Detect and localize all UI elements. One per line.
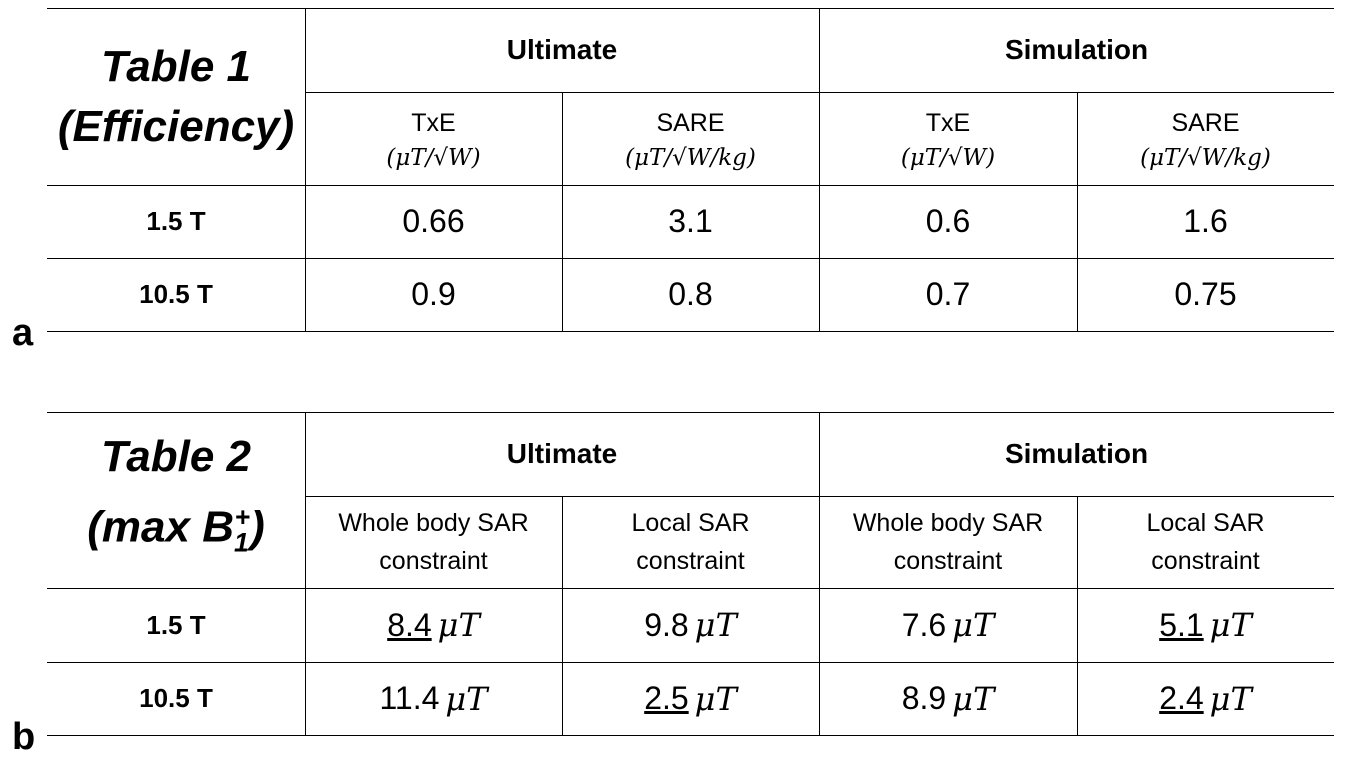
subheader-unit: (μT/√W/kg) (1140, 144, 1271, 171)
cell-number: 11.4 (379, 680, 440, 716)
subheader: Whole body SAR constraint (819, 496, 1077, 588)
table-title-line2: (max B1+) (87, 487, 264, 572)
cell-unit: μT (694, 606, 737, 644)
rule (562, 92, 563, 332)
subheader: Whole body SAR constraint (305, 496, 562, 588)
table-title-line2: (Efficiency) (57, 101, 295, 151)
table-cell: 0.9 (411, 276, 456, 312)
cell-unit: μT (1209, 679, 1252, 718)
table-cell: 0.6 (925, 203, 971, 239)
table-cell: 0.75 (1174, 276, 1237, 312)
table-2: Table 2 (max B1+) Ultimate Simulation Wh… (47, 412, 1334, 740)
table-cell: 3.1 (668, 203, 713, 239)
group-header-ultimate: Ultimate (506, 438, 618, 469)
group-header-simulation: Simulation (1004, 34, 1149, 65)
subheader-line1: Whole body SAR (338, 509, 529, 537)
rule (47, 8, 1334, 9)
cell-unit: μT (445, 679, 488, 718)
subheader: TxE (μT/√W) (819, 92, 1077, 185)
subheader-label: TxE (925, 108, 971, 137)
subheader: TxE (μT/√W) (305, 92, 562, 185)
rule (1077, 496, 1078, 736)
cell-unit: μT (1209, 606, 1252, 644)
rule (305, 8, 306, 332)
table-cell: 8.4 μT (305, 588, 562, 662)
subheader-line2: constraint (636, 547, 745, 575)
subheader-line1: Local SAR (631, 509, 750, 537)
subheader: Local SAR constraint (1077, 496, 1334, 588)
rule (305, 412, 306, 736)
subheader-unit: (μT/√W) (900, 144, 996, 171)
subheader-line2: constraint (893, 547, 1003, 575)
cell-number: 8.4 (387, 606, 432, 643)
row-label: 1.5 T (146, 206, 206, 236)
subheader: Local SAR constraint (562, 496, 819, 588)
panel-letter-a: a (12, 312, 34, 354)
subheader-line1: Whole body SAR (852, 509, 1044, 537)
cell-number: 5.1 (1159, 606, 1204, 643)
subheader-line1: Local SAR (1146, 509, 1265, 537)
table-cell: 2.4 μT (1077, 662, 1334, 735)
rule (562, 496, 563, 736)
rule (47, 258, 1334, 259)
subheader: SARE (μT/√W/kg) (1077, 92, 1334, 185)
table-cell: 5.1 μT (1077, 588, 1334, 662)
table-title-line1: Table 1 (101, 41, 251, 91)
subheader-label: SARE (656, 108, 725, 137)
table-cell: 0.66 (402, 203, 465, 239)
rule (47, 735, 1334, 736)
group-header-ultimate: Ultimate (506, 34, 618, 65)
rule (47, 662, 1334, 663)
title-subscript: 1 (233, 527, 249, 558)
table-title: Table 2 (max B1+) (47, 412, 305, 588)
row-label: 1.5 T (146, 609, 206, 640)
cell-number: 9.8 (644, 606, 689, 643)
row-label: 10.5 T (139, 683, 213, 713)
cell-number: 2.4 (1159, 680, 1204, 716)
subheader-unit: (μT/√W/kg) (625, 144, 756, 171)
row-label: 10.5 T (139, 279, 213, 309)
cell-unit: μT (952, 606, 995, 644)
subheader-label: TxE (411, 108, 456, 137)
table-cell: 8.9 μT (819, 662, 1077, 735)
cell-number: 2.5 (644, 680, 689, 716)
cell-unit: μT (952, 679, 995, 718)
rule (47, 588, 1334, 589)
subheader-unit: (μT/√W) (386, 144, 481, 171)
table-cell: 2.5 μT (562, 662, 819, 735)
table-title-line1: Table 2 (101, 432, 251, 482)
cell-number: 7.6 (901, 606, 947, 643)
table-cell: 11.4 μT (305, 662, 562, 735)
table-cell: 0.7 (925, 276, 971, 312)
title-text: (max B (87, 502, 234, 552)
table-title: Table 1 (Efficiency) (47, 8, 305, 185)
rule (47, 412, 1334, 413)
table-cell: 1.6 (1183, 203, 1228, 239)
subheader: SARE (μT/√W/kg) (562, 92, 819, 185)
rule (47, 331, 1334, 332)
title-text: ) (250, 502, 265, 552)
rule (819, 8, 820, 332)
rule (1077, 92, 1078, 332)
title-superscript: + (234, 502, 251, 533)
rule (47, 185, 1334, 186)
subheader-line2: constraint (1151, 547, 1260, 575)
subheader-label: SARE (1171, 108, 1240, 137)
table-cell: 9.8 μT (562, 588, 819, 662)
table-cell: 0.8 (668, 276, 713, 312)
panel-letter-b: b (12, 716, 36, 758)
table-cell: 7.6 μT (819, 588, 1077, 662)
subheader-line2: constraint (379, 547, 488, 575)
table-1: Table 1 (Efficiency) Ultimate Simulation… (47, 8, 1334, 334)
cell-unit: μT (437, 606, 480, 644)
cell-number: 8.9 (901, 680, 947, 716)
group-header-simulation: Simulation (1004, 438, 1149, 469)
rule (819, 412, 820, 736)
cell-unit: μT (694, 679, 737, 718)
